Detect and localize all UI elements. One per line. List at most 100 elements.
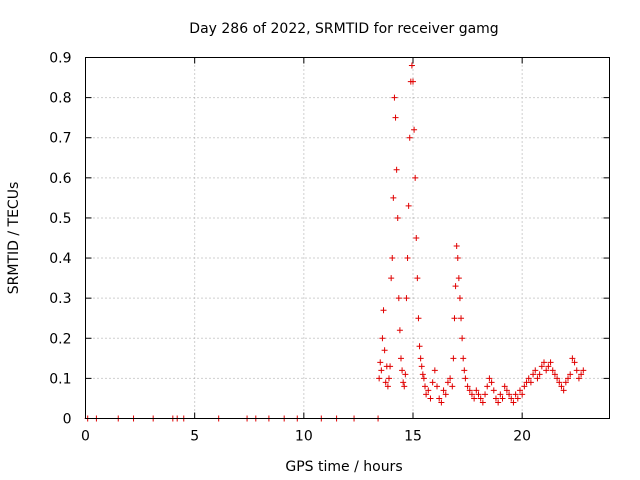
data-point: [440, 387, 447, 394]
tick-layer: [85, 57, 610, 419]
data-point: [521, 383, 528, 390]
data-point: [484, 383, 491, 390]
y-tick-label: 0.9: [49, 51, 71, 67]
data-point: [512, 391, 519, 398]
data-point: [397, 355, 404, 362]
data-point: [575, 375, 582, 382]
data-point: [506, 391, 513, 398]
data-point: [532, 367, 539, 374]
data-point: [541, 359, 547, 366]
data-point: [503, 387, 510, 394]
data-point: [422, 383, 429, 390]
data-point: [418, 363, 425, 370]
data-point: [391, 94, 398, 101]
data-point: [404, 255, 411, 262]
data-point: [508, 395, 515, 402]
y-axis-label: SRMTID / TECUs: [6, 182, 22, 295]
x-axis-label: GPS time / hours: [285, 459, 402, 475]
data-point: [453, 243, 460, 250]
data-point: [447, 375, 454, 382]
data-point: [567, 371, 574, 378]
data-point: [384, 383, 391, 390]
x-tick-label: 5: [190, 429, 199, 445]
data-point: [442, 391, 449, 398]
tick-label-layer: 0 5 10 15 20 0 0.1 0.2 0.3 0.4 0.5 0.6 0.7 0.8 0.9: [49, 51, 531, 445]
data-point: [388, 275, 395, 282]
data-point: [468, 391, 475, 398]
data-point: [425, 387, 432, 394]
data-point: [444, 379, 451, 386]
data-point: [396, 327, 403, 334]
data-point: [411, 126, 418, 133]
data-point: [473, 387, 480, 394]
data-point: [461, 367, 468, 374]
data-point: [436, 395, 443, 402]
x-tick-label: 0: [81, 429, 90, 445]
data-point: [419, 371, 426, 378]
data-point: [378, 367, 385, 374]
data-point: [464, 383, 471, 390]
data-point: [458, 315, 465, 322]
data-point: [416, 343, 423, 350]
data-point: [482, 391, 489, 398]
data-point: [558, 383, 565, 390]
x-tick-label: 10: [295, 429, 313, 445]
data-point: [525, 375, 532, 382]
data-point: [538, 363, 545, 370]
data-point: [471, 395, 478, 402]
data-point: [477, 395, 484, 402]
data-point: [400, 379, 407, 386]
data-point: [429, 379, 436, 386]
data-point: [408, 62, 415, 69]
data-point: [414, 275, 421, 282]
data-point: [410, 78, 416, 85]
data-point: [431, 367, 438, 374]
data-point: [490, 387, 497, 394]
grid-layer: [85, 57, 610, 419]
data-point: [573, 367, 580, 374]
data-point: [427, 395, 434, 402]
data-point: [560, 387, 567, 394]
data-point: [578, 371, 585, 378]
data-point: [390, 194, 397, 201]
data-point: [580, 367, 587, 374]
data-point: [534, 375, 541, 382]
data-point: [402, 371, 409, 378]
data-point: [395, 295, 402, 302]
y-tick-label: 0.3: [49, 291, 71, 307]
x-tick-label: 20: [513, 429, 531, 445]
data-point: [516, 387, 523, 394]
data-point: [420, 375, 427, 382]
data-point: [455, 275, 462, 282]
data-point: [545, 363, 552, 370]
data-series-srmtid: [84, 62, 587, 422]
data-point: [551, 371, 558, 378]
data-point: [497, 391, 504, 398]
y-tick-label: 0.4: [49, 251, 71, 267]
data-point: [454, 255, 461, 262]
data-point: [459, 335, 466, 342]
data-point: [382, 379, 389, 386]
plot-frame: [85, 57, 610, 419]
data-point: [495, 399, 502, 406]
y-tick-label: 0.1: [49, 371, 71, 387]
data-point: [536, 371, 543, 378]
data-point: [405, 202, 412, 209]
data-point: [385, 375, 392, 382]
data-point: [462, 375, 469, 382]
chart-title: Day 286 of 2022, SRMTID for receiver gam…: [189, 21, 498, 37]
data-point: [527, 379, 534, 386]
data-point: [394, 214, 401, 221]
data-point: [549, 367, 556, 374]
data-point: [562, 379, 569, 386]
data-point: [514, 395, 521, 402]
data-point: [389, 255, 396, 262]
data-point: [519, 391, 526, 398]
data-point: [486, 375, 493, 382]
data-point: [488, 379, 495, 386]
data-point: [449, 383, 456, 390]
data-point: [413, 235, 420, 241]
x-tick-label: 15: [404, 429, 422, 445]
y-tick-label: 0.2: [49, 331, 71, 347]
